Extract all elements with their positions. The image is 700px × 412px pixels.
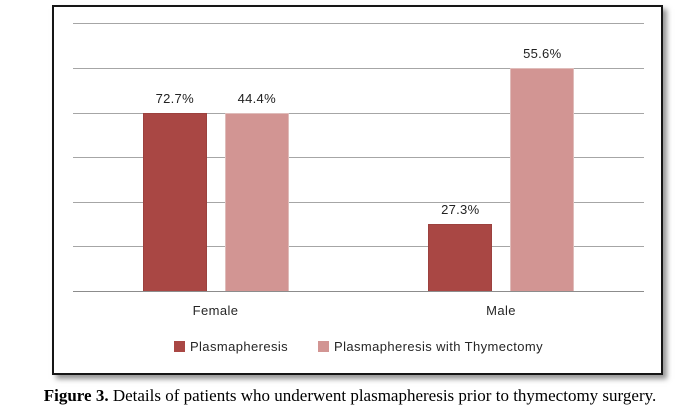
bar-value-label: 72.7%: [155, 90, 194, 106]
gridline: [73, 23, 644, 25]
figure-caption-text: Details of patients who underwent plasma…: [112, 386, 657, 405]
gridline: [73, 68, 644, 69]
legend-label: Plasmapheresis with Thymectomy: [334, 338, 544, 354]
legend: Plasmapheresis Plasmapheresis with Thyme…: [73, 337, 644, 355]
x-axis-line: [73, 291, 644, 292]
category-label-male: Male: [486, 303, 516, 318]
bar-male-series0: [428, 224, 493, 291]
bar-female-series1: [224, 112, 289, 291]
bar-value-label: 55.6%: [523, 46, 562, 61]
gridline: [73, 201, 644, 203]
category-label-female: Female: [192, 303, 239, 318]
legend-swatch-plasmapheresis-with-thymectomy: [318, 340, 330, 352]
legend-swatch-plasmapheresis: [173, 340, 185, 352]
legend-item-plasmapheresis: Plasmapheresis: [173, 338, 289, 354]
gridline: [73, 112, 644, 114]
figure-caption-number: Figure 3.: [43, 386, 109, 405]
gridline: [73, 246, 644, 248]
figure-caption: Figure 3. Details of patients who underw…: [0, 386, 700, 406]
plot-area: 72.7% 27.3% 44.4% 55.6%: [54, 7, 661, 373]
bar-value-label: 27.3%: [441, 202, 480, 218]
legend-label: Plasmapheresis: [189, 338, 289, 354]
bar-female-series0: [142, 112, 207, 291]
legend-item-plasmapheresis-with-thymectomy: Plasmapheresis with Thymectomy: [318, 339, 543, 354]
bar-value-label: 44.4%: [237, 90, 276, 106]
gridline: [73, 157, 644, 159]
chart-frame: 72.7% 27.3% 44.4% 55.6% Female Male Plasmap…: [52, 5, 663, 375]
bar-male-series1: [510, 68, 575, 291]
